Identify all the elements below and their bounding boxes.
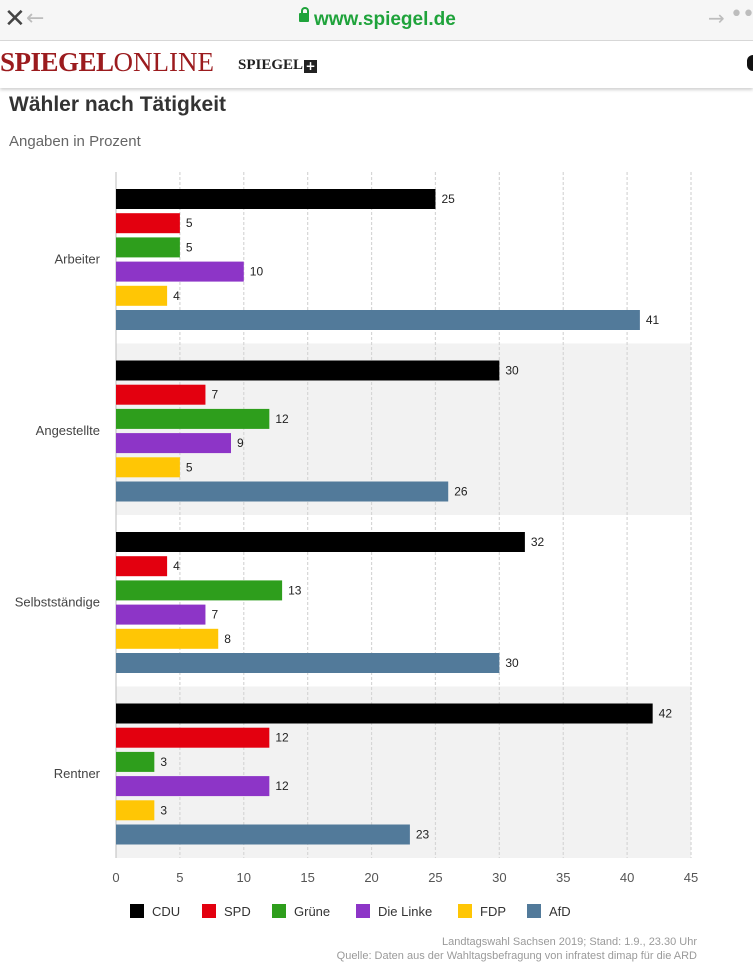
bar xyxy=(116,213,180,234)
bar xyxy=(116,751,155,772)
data-label: 10 xyxy=(250,265,264,279)
legend-swatch xyxy=(356,904,370,918)
x-tick-label: 25 xyxy=(428,870,442,885)
data-label: 4 xyxy=(173,559,180,573)
data-label: 26 xyxy=(454,485,468,499)
bar xyxy=(116,532,525,552)
x-tick-label: 5 xyxy=(176,870,183,885)
category-label: Rentner xyxy=(54,766,101,781)
bar xyxy=(116,776,270,797)
x-tick-label: 15 xyxy=(300,870,314,885)
legend-swatch xyxy=(458,904,472,918)
legend-label: Grüne xyxy=(294,904,330,919)
chart-title: Wähler nach Tätigkeit xyxy=(9,93,227,116)
bar xyxy=(116,433,231,454)
legend-label: Die Linke xyxy=(378,904,432,919)
data-label: 13 xyxy=(288,583,302,597)
legend-swatch xyxy=(272,904,286,918)
bar xyxy=(116,580,283,601)
data-label: 12 xyxy=(275,779,289,793)
bar xyxy=(116,604,206,625)
data-label: 4 xyxy=(173,289,180,303)
bar xyxy=(116,727,270,748)
legend-label: AfD xyxy=(549,904,571,919)
source-line-quelle: Quelle: Daten aus der Wahltagsbefragung … xyxy=(336,950,697,962)
chart-subtitle: Angaben in Prozent xyxy=(9,133,141,150)
bar xyxy=(116,457,180,478)
data-label: 5 xyxy=(186,460,193,474)
x-tick-label: 30 xyxy=(492,870,506,885)
source-note: Landtagswahl Sachsen 2019; Stand: 1.9., … xyxy=(337,935,697,963)
x-tick-label: 40 xyxy=(620,870,634,885)
x-tick-label: 35 xyxy=(556,870,570,885)
category-label: Arbeiter xyxy=(54,252,100,267)
source-line-stand: Landtagswahl Sachsen 2019; Stand: 1.9., … xyxy=(441,936,697,948)
bar xyxy=(116,261,244,282)
legend-swatch xyxy=(130,904,144,918)
bar xyxy=(116,556,168,577)
forward-arrow-icon[interactable]: → xyxy=(708,6,725,30)
legend-label: FDP xyxy=(480,904,506,919)
browser-address-bar: ✕ ← www.spiegel.de → ••• xyxy=(0,0,753,41)
category-label: Angestellte xyxy=(36,423,100,438)
legend-swatch xyxy=(527,904,541,918)
data-label: 7 xyxy=(211,608,218,622)
data-label: 7 xyxy=(211,388,218,402)
legend-swatch xyxy=(202,904,216,918)
data-label: 5 xyxy=(186,240,193,254)
data-label: 30 xyxy=(505,656,519,670)
back-arrow-icon[interactable]: ← xyxy=(26,6,45,31)
bar xyxy=(116,384,206,405)
data-label: 23 xyxy=(416,828,430,842)
spiegel-plus-logo[interactable]: SPIEGEL + xyxy=(238,57,318,73)
data-label: 32 xyxy=(531,535,545,549)
x-tick-label: 0 xyxy=(112,870,119,885)
user-icon[interactable] xyxy=(747,55,753,71)
legend-label: SPD xyxy=(224,904,251,919)
category-label: Selbstständige xyxy=(15,595,100,610)
bar xyxy=(116,481,449,502)
data-label: 30 xyxy=(505,364,519,378)
url-field[interactable]: www.spiegel.de xyxy=(298,8,456,32)
bar xyxy=(116,285,168,306)
bar xyxy=(116,653,500,673)
x-tick-label: 45 xyxy=(684,870,698,885)
bar xyxy=(116,703,653,724)
more-icon[interactable]: ••• xyxy=(730,2,753,27)
data-label: 25 xyxy=(441,192,455,206)
data-label: 41 xyxy=(646,313,660,327)
data-label: 12 xyxy=(275,412,289,426)
data-label: 3 xyxy=(160,755,167,769)
bar xyxy=(116,824,410,845)
bar xyxy=(116,800,155,821)
bar xyxy=(116,237,180,258)
lock-icon xyxy=(299,7,309,22)
data-label: 9 xyxy=(237,436,244,450)
data-label: 3 xyxy=(160,803,167,817)
bar xyxy=(116,408,270,429)
bar xyxy=(116,310,640,330)
close-icon[interactable]: ✕ xyxy=(4,4,26,34)
legend-label: CDU xyxy=(152,904,180,919)
data-label: 12 xyxy=(275,731,289,745)
bar xyxy=(116,360,500,381)
site-header: SPIEGELONLINE SPIEGEL + xyxy=(0,41,753,88)
bar xyxy=(116,189,436,209)
x-tick-label: 10 xyxy=(237,870,251,885)
data-label: 42 xyxy=(659,707,673,721)
data-label: 5 xyxy=(186,216,193,230)
spiegel-online-logo[interactable]: SPIEGELONLINE xyxy=(0,47,215,77)
bar xyxy=(116,628,219,649)
url-text: www.spiegel.de xyxy=(314,9,456,30)
x-tick-label: 20 xyxy=(364,870,378,885)
data-label: 8 xyxy=(224,632,231,646)
